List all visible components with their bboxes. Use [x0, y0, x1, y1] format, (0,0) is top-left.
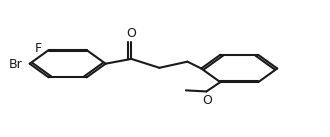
Text: F: F	[34, 42, 42, 55]
Text: Br: Br	[9, 58, 22, 71]
Text: O: O	[126, 27, 136, 40]
Text: O: O	[202, 94, 212, 107]
